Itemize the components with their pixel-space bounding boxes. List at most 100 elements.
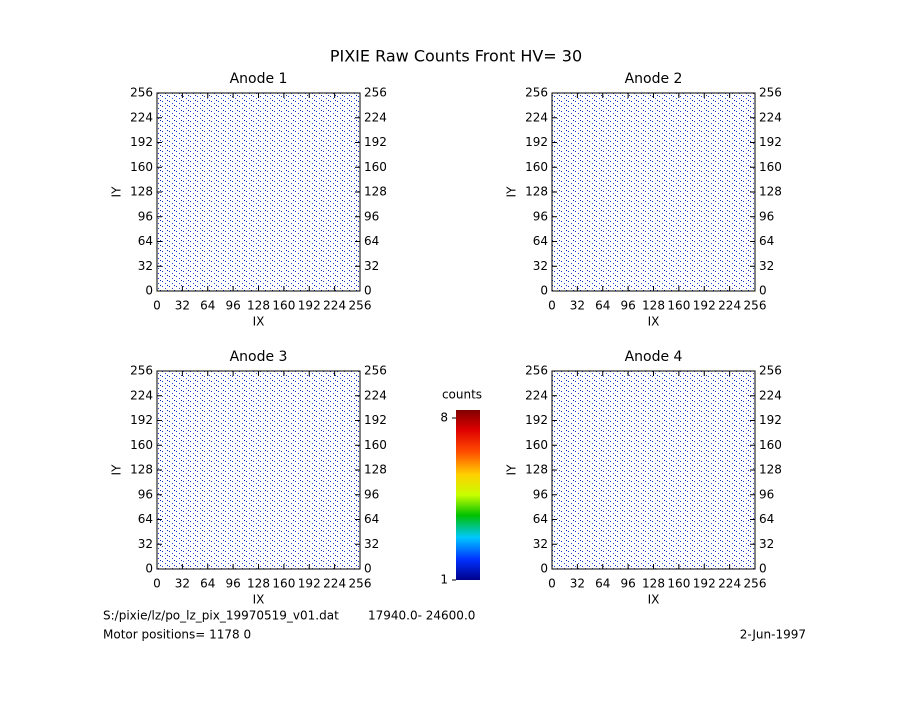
y-tick-label-right: 192 xyxy=(364,413,387,427)
y-tick-label-right: 224 xyxy=(364,388,387,402)
y-tick-label-right: 96 xyxy=(364,487,379,501)
x-tick-label: 128 xyxy=(642,577,665,591)
footer-motor: Motor positions= 1178 0 xyxy=(103,628,251,642)
x-tick-label: 160 xyxy=(272,299,295,313)
y-tick-label-right: 96 xyxy=(759,487,774,501)
y-tick-label-right: 224 xyxy=(364,110,387,124)
panel-title: Anode 4 xyxy=(625,349,683,365)
x-tick-label: 64 xyxy=(595,299,610,313)
y-tick-label: 64 xyxy=(533,512,548,526)
x-tick-label: 0 xyxy=(548,299,556,313)
x-tick-label: 160 xyxy=(667,299,690,313)
x-tick-label: 128 xyxy=(247,577,270,591)
y-tick-label-right: 64 xyxy=(759,234,774,248)
y-tick-label-right: 224 xyxy=(759,388,782,402)
panel-title: Anode 1 xyxy=(230,71,288,87)
y-tick-label: 160 xyxy=(130,160,153,174)
x-tick-label: 0 xyxy=(153,577,161,591)
y-tick-label-right: 0 xyxy=(759,284,767,298)
y-tick-label: 32 xyxy=(138,259,153,273)
x-tick-label: 32 xyxy=(570,577,585,591)
y-tick-label-right: 192 xyxy=(759,135,782,149)
x-tick-label: 128 xyxy=(247,299,270,313)
y-tick-label: 256 xyxy=(130,364,153,378)
x-tick-label: 256 xyxy=(349,299,372,313)
y-tick-label-right: 0 xyxy=(364,284,372,298)
y-tick-label-right: 160 xyxy=(364,438,387,452)
y-tick-label: 160 xyxy=(525,160,548,174)
y-tick-label: 224 xyxy=(130,110,153,124)
y-tick-label-right: 256 xyxy=(364,364,387,378)
y-tick-label: 192 xyxy=(130,135,153,149)
y-tick-label: 128 xyxy=(525,463,548,477)
y-tick-label: 128 xyxy=(525,185,548,199)
y-tick-label: 96 xyxy=(533,487,548,501)
y-tick-label-right: 128 xyxy=(759,463,782,477)
y-tick-label: 96 xyxy=(138,487,153,501)
footer-range: 17940.0- 24600.0 xyxy=(368,609,475,623)
plot-texture xyxy=(157,371,360,569)
x-tick-label: 192 xyxy=(693,577,716,591)
x-tick-label: 160 xyxy=(272,577,295,591)
y-tick-label-right: 64 xyxy=(364,512,379,526)
y-tick-label: 256 xyxy=(525,86,548,100)
y-tick-label-right: 0 xyxy=(759,562,767,576)
y-tick-label-right: 0 xyxy=(364,562,372,576)
figure-title: PIXIE Raw Counts Front HV= 30 xyxy=(330,47,582,66)
y-tick-label-right: 64 xyxy=(364,234,379,248)
x-tick-label: 0 xyxy=(548,577,556,591)
x-tick-label: 96 xyxy=(620,577,635,591)
y-tick-label-right: 160 xyxy=(364,160,387,174)
y-tick-label: 192 xyxy=(130,413,153,427)
y-tick-label: 96 xyxy=(138,209,153,223)
x-tick-label: 224 xyxy=(323,577,346,591)
panel-title: Anode 3 xyxy=(230,349,288,365)
y-tick-label-right: 224 xyxy=(759,110,782,124)
y-axis-label: IY xyxy=(110,464,124,476)
y-tick-label: 256 xyxy=(525,364,548,378)
x-tick-label: 224 xyxy=(323,299,346,313)
y-tick-label: 128 xyxy=(130,463,153,477)
x-tick-label: 192 xyxy=(298,577,321,591)
y-tick-label: 224 xyxy=(525,388,548,402)
y-tick-label-right: 32 xyxy=(364,259,379,273)
plot-texture xyxy=(552,93,755,291)
y-tick-label: 160 xyxy=(525,438,548,452)
y-tick-label: 96 xyxy=(533,209,548,223)
y-tick-label: 32 xyxy=(138,537,153,551)
y-tick-label: 160 xyxy=(130,438,153,452)
x-tick-label: 128 xyxy=(642,299,665,313)
colorbar xyxy=(456,410,480,580)
y-tick-label-right: 192 xyxy=(759,413,782,427)
y-tick-label: 192 xyxy=(525,413,548,427)
x-tick-label: 0 xyxy=(153,299,161,313)
y-tick-label-right: 32 xyxy=(759,259,774,273)
y-tick-label-right: 160 xyxy=(759,438,782,452)
colorbar-tick-label: 1 xyxy=(440,573,448,587)
x-tick-label: 64 xyxy=(200,299,215,313)
x-tick-label: 256 xyxy=(744,577,767,591)
y-tick-label-right: 32 xyxy=(364,537,379,551)
plot-texture xyxy=(157,93,360,291)
x-tick-label: 32 xyxy=(175,577,190,591)
y-tick-label-right: 64 xyxy=(759,512,774,526)
x-axis-label: IX xyxy=(253,593,265,607)
x-tick-label: 32 xyxy=(175,299,190,313)
colorbar-tick-label: 8 xyxy=(440,411,448,425)
y-tick-label: 32 xyxy=(533,259,548,273)
x-tick-label: 64 xyxy=(595,577,610,591)
colorbar-label: counts xyxy=(442,388,482,402)
x-tick-label: 224 xyxy=(718,577,741,591)
y-axis-label: IY xyxy=(505,464,519,476)
x-tick-label: 96 xyxy=(225,299,240,313)
plot-texture xyxy=(552,371,755,569)
y-tick-label-right: 96 xyxy=(759,209,774,223)
y-tick-label: 0 xyxy=(145,562,153,576)
x-tick-label: 256 xyxy=(744,299,767,313)
y-tick-label: 32 xyxy=(533,537,548,551)
x-axis-label: IX xyxy=(648,593,660,607)
y-tick-label: 0 xyxy=(540,284,548,298)
y-tick-label-right: 256 xyxy=(759,364,782,378)
